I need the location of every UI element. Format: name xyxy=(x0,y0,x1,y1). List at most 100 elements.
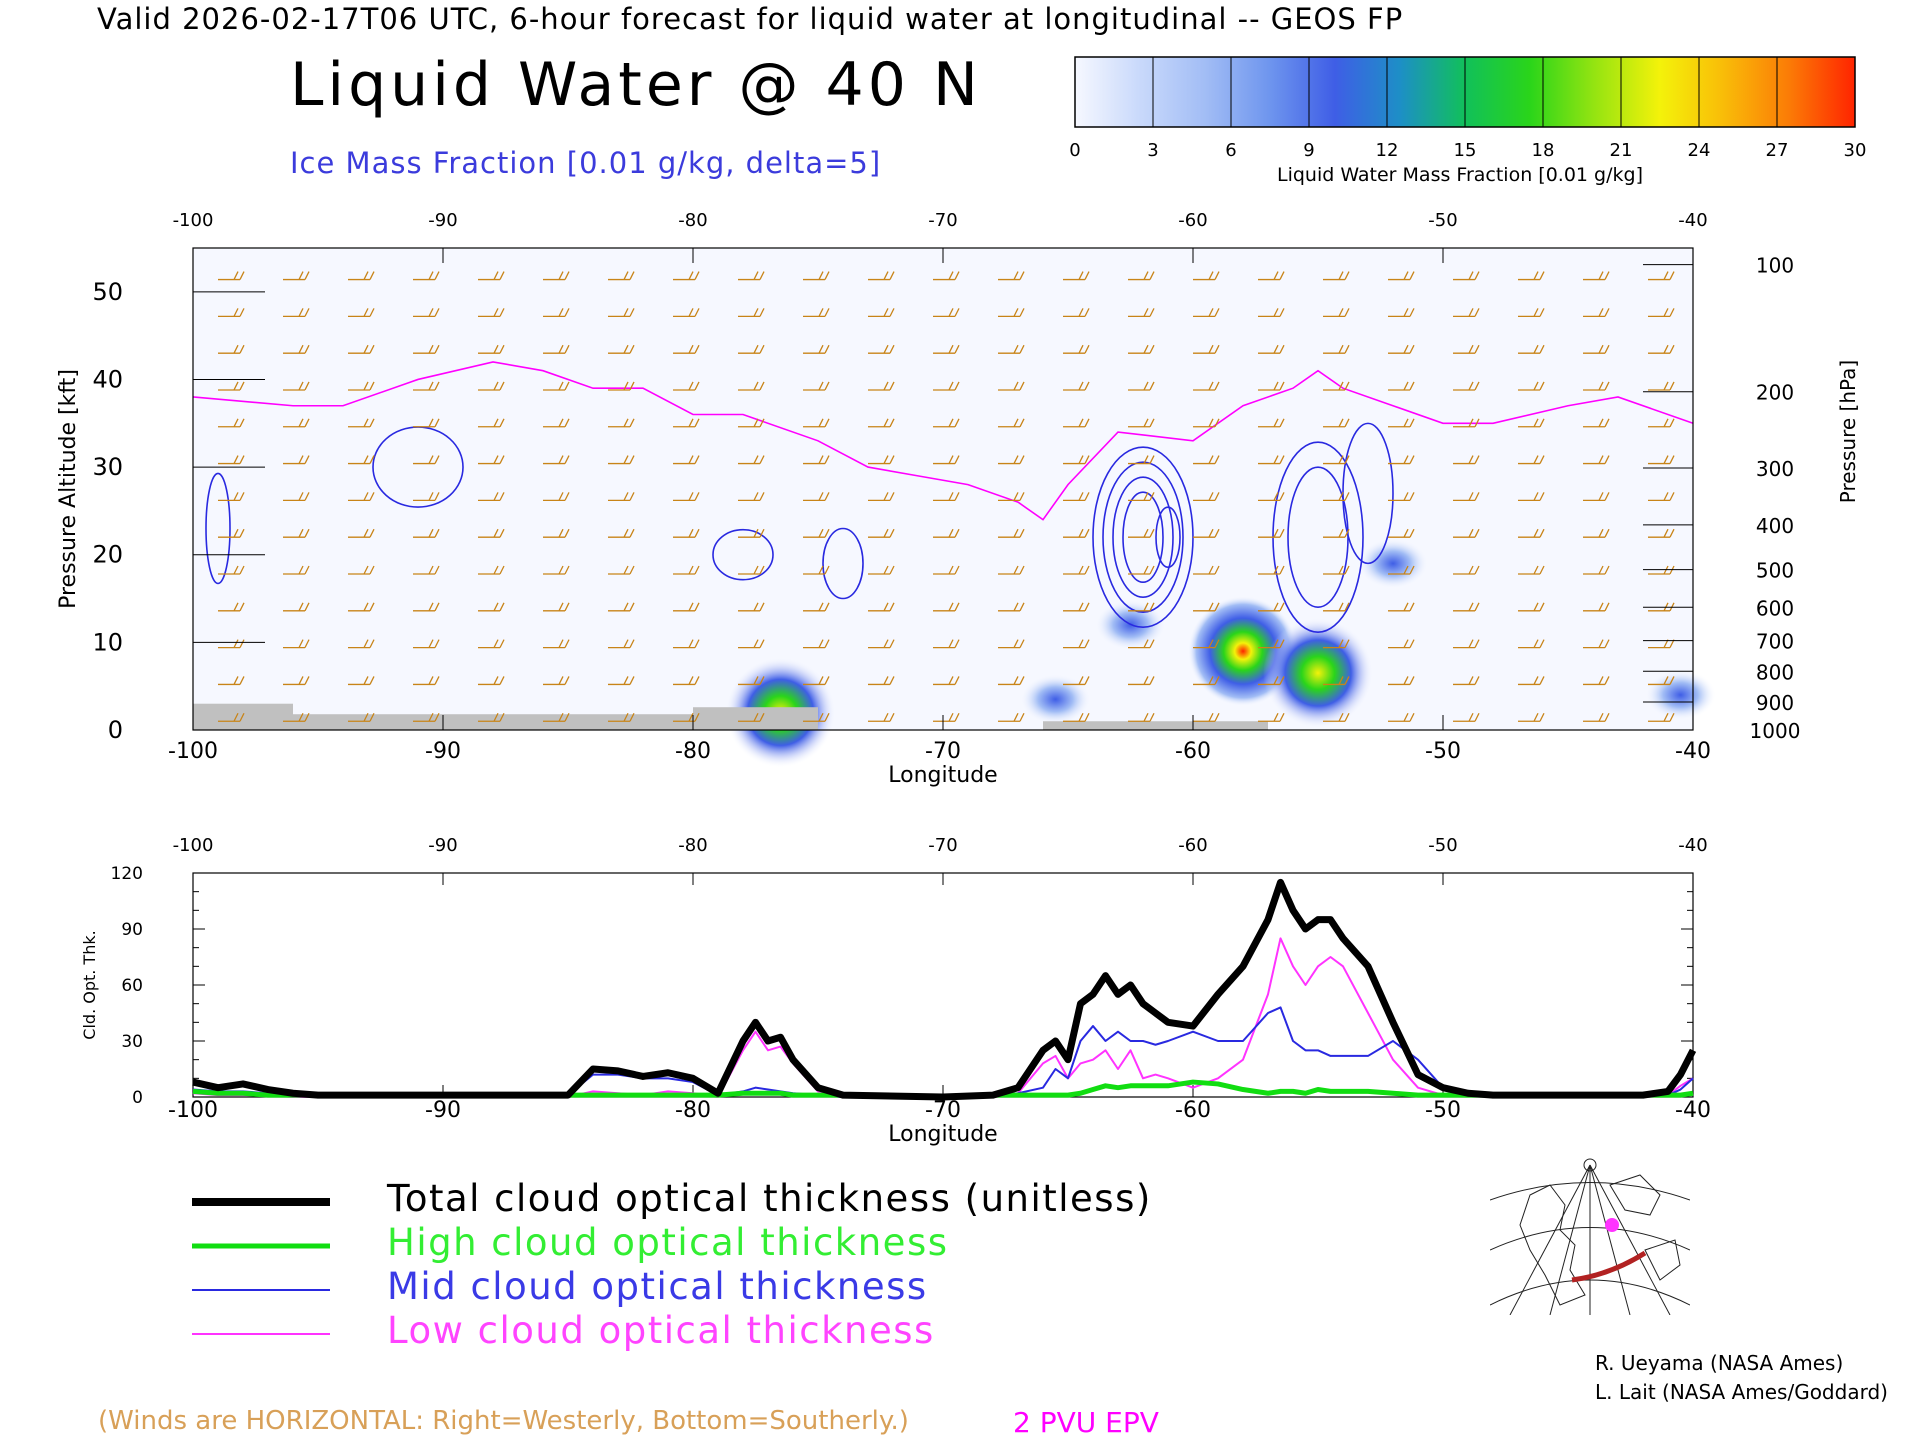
wind-barb xyxy=(933,676,960,686)
wind-barb xyxy=(1518,492,1545,502)
wind-barb xyxy=(998,676,1025,686)
wind-barb xyxy=(933,455,960,465)
wind-barb xyxy=(1128,528,1155,538)
wind-barb xyxy=(803,639,830,649)
wind-barb xyxy=(868,712,895,722)
wind-barb xyxy=(1193,602,1220,612)
ice-mass-fraction-label: Ice Mass Fraction [0.01 g/kg, delta=5] xyxy=(290,146,882,180)
wind-barb xyxy=(1128,455,1155,465)
wind-barb xyxy=(673,565,700,575)
wind-barb xyxy=(1258,712,1285,722)
wind-barb xyxy=(478,676,505,686)
wind-barb xyxy=(1648,492,1675,502)
wind-barb xyxy=(543,455,570,465)
wind-barb xyxy=(803,344,830,354)
y-tick-label: 60 xyxy=(121,976,143,996)
wind-barb xyxy=(738,308,765,318)
wind-barb xyxy=(933,492,960,502)
x-tick-label: -100 xyxy=(168,739,218,764)
wind-barb xyxy=(1518,565,1545,575)
x-tick-label: -70 xyxy=(925,1098,961,1123)
wind-barb xyxy=(1648,712,1675,722)
epv-note: 2 PVU EPV xyxy=(1013,1406,1159,1439)
wind-barb xyxy=(673,455,700,465)
wind-barb xyxy=(1193,712,1220,722)
wind-barb xyxy=(868,455,895,465)
wind-barb xyxy=(1583,381,1610,391)
wind-barb xyxy=(1258,565,1285,575)
wind-barb xyxy=(1518,344,1545,354)
wind-barb xyxy=(673,418,700,428)
wind-barb xyxy=(803,676,830,686)
wind-barb xyxy=(348,418,375,428)
colorbar-tick-label: 6 xyxy=(1225,140,1237,161)
wind-barb xyxy=(218,492,245,502)
wind-barb xyxy=(998,271,1025,281)
wind-barb xyxy=(803,565,830,575)
wind-barb xyxy=(1193,455,1220,465)
y-tick-label: 50 xyxy=(92,278,123,306)
wind-barb xyxy=(738,565,765,575)
wind-barb xyxy=(413,639,440,649)
wind-barb xyxy=(803,602,830,612)
x-tick-label: -40 xyxy=(1675,739,1711,764)
wind-barb xyxy=(933,271,960,281)
wind-barb xyxy=(868,676,895,686)
wind-barb xyxy=(738,271,765,281)
wind-barb xyxy=(348,712,375,722)
wind-barb xyxy=(1258,455,1285,465)
colorbar-tick-label: 21 xyxy=(1609,140,1633,161)
wind-barb xyxy=(1648,455,1675,465)
y-tick-label: 40 xyxy=(92,365,123,393)
wind-barb xyxy=(218,418,245,428)
series-line xyxy=(192,878,1697,1101)
wind-barb xyxy=(543,602,570,612)
wind-barb xyxy=(1193,271,1220,281)
wind-barb xyxy=(1648,676,1675,686)
wind-barb xyxy=(218,676,245,686)
wind-barb xyxy=(1453,602,1480,612)
y-tick-label: 0 xyxy=(108,716,123,744)
wind-barb xyxy=(543,528,570,538)
locator-map xyxy=(1490,1158,1690,1315)
wind-barb xyxy=(283,271,310,281)
y-tick-label: 20 xyxy=(92,541,123,569)
wind-barb xyxy=(348,528,375,538)
x-tick-label: -50 xyxy=(1425,739,1461,764)
wind-barb xyxy=(478,712,505,722)
wind-barb xyxy=(543,344,570,354)
wind-barb xyxy=(1453,418,1480,428)
wind-barb xyxy=(1063,344,1090,354)
wind-barb xyxy=(1323,455,1350,465)
chart-title: Liquid Water @ 40 N xyxy=(290,50,982,120)
wind-barb xyxy=(413,565,440,575)
location-marker xyxy=(1605,1218,1619,1232)
wind-barb xyxy=(1388,418,1415,428)
legend-label-low: Low cloud optical thickness xyxy=(387,1309,935,1352)
wind-barb xyxy=(1323,528,1350,538)
pressure-tick-label: 900 xyxy=(1756,691,1794,715)
wind-barb xyxy=(478,418,505,428)
wind-barb xyxy=(1323,308,1350,318)
x-tick-label: -80 xyxy=(675,739,711,764)
wind-barb xyxy=(413,418,440,428)
pressure-tick-label: 1000 xyxy=(1750,719,1801,743)
wind-barb xyxy=(1193,344,1220,354)
wind-barb xyxy=(868,639,895,649)
wind-barb xyxy=(1258,308,1285,318)
wind-barb xyxy=(1453,639,1480,649)
wind-barb xyxy=(543,712,570,722)
wind-barb xyxy=(738,418,765,428)
wind-barb xyxy=(348,308,375,318)
wind-barb xyxy=(1583,639,1610,649)
wind-barb xyxy=(478,528,505,538)
ice-contour xyxy=(822,527,864,600)
wind-barb xyxy=(413,308,440,318)
x-tick-label: -70 xyxy=(925,739,961,764)
wind-barb xyxy=(803,381,830,391)
wind-barb xyxy=(1388,381,1415,391)
wind-barb xyxy=(283,308,310,318)
terrain xyxy=(193,703,293,730)
x-tick-label: -40 xyxy=(1675,1098,1711,1123)
wind-barb xyxy=(608,676,635,686)
